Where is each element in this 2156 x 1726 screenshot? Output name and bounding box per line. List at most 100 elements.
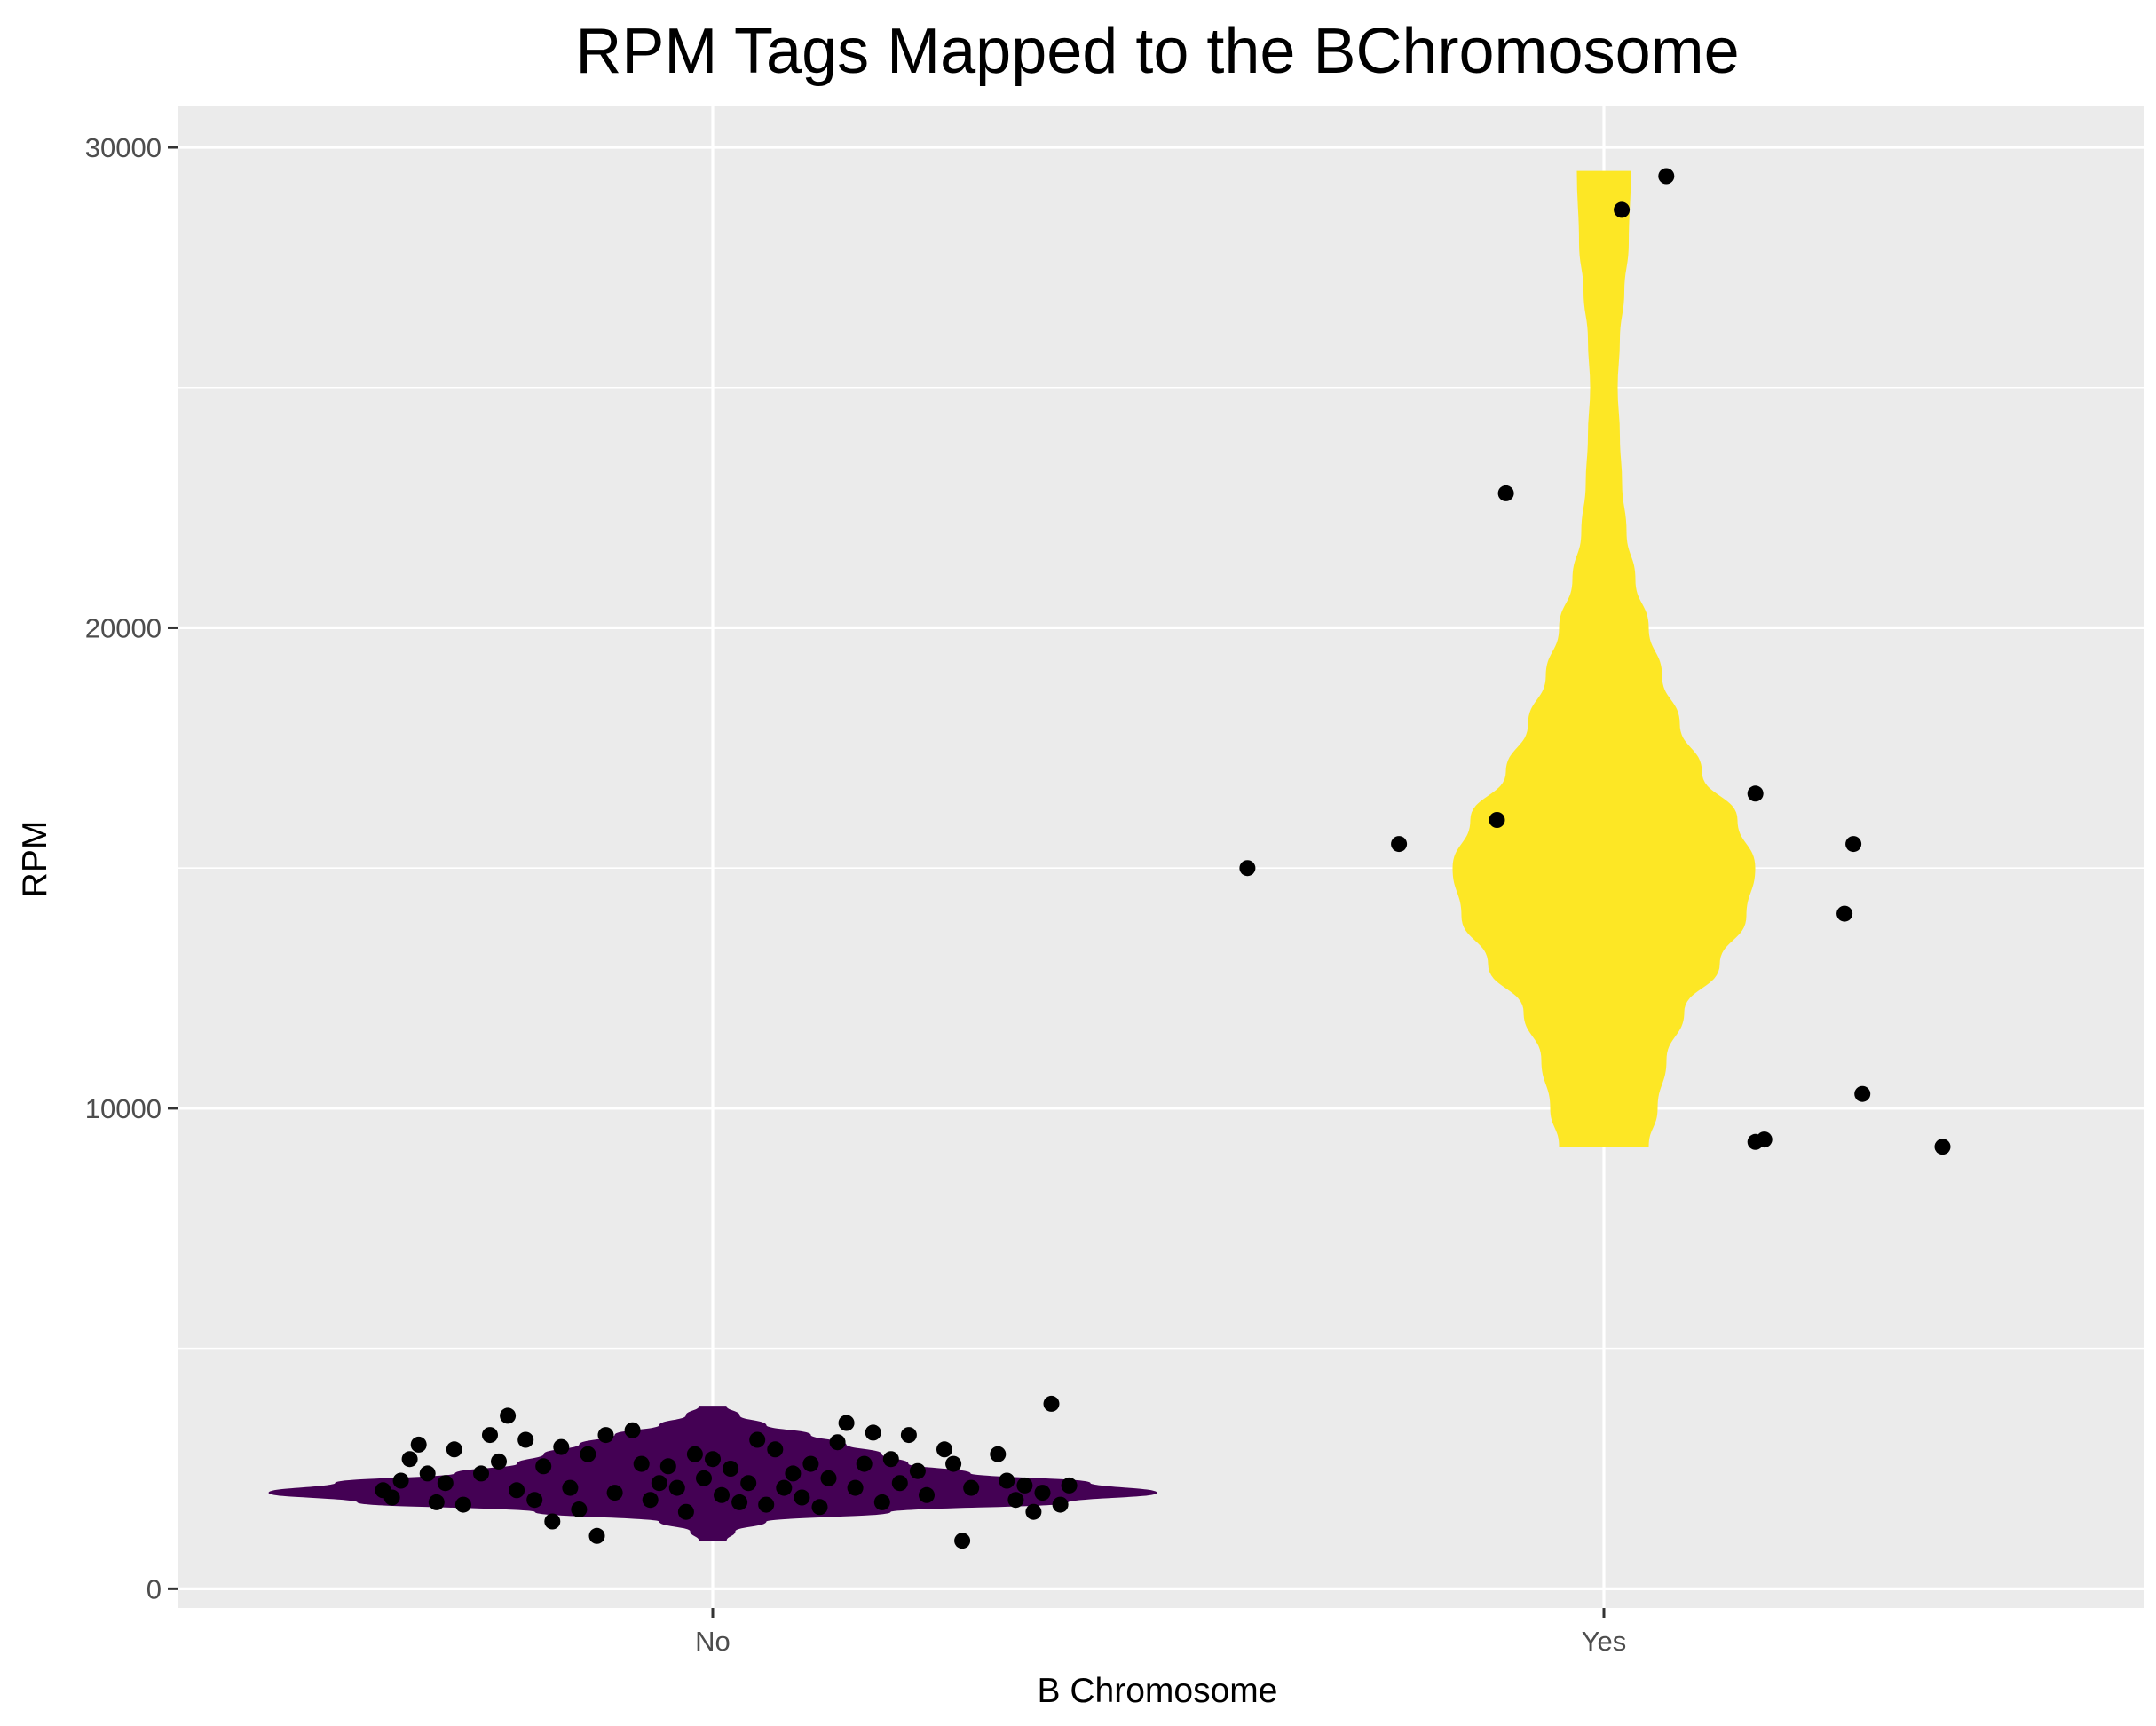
data-point [597, 1427, 614, 1444]
data-point [473, 1465, 489, 1482]
data-point [963, 1479, 980, 1496]
data-point [990, 1446, 1007, 1462]
violin-yes [1452, 170, 1756, 1147]
data-point [865, 1424, 881, 1441]
data-point [535, 1458, 552, 1475]
data-point [696, 1470, 712, 1486]
data-point [1756, 1131, 1773, 1148]
data-point [392, 1472, 409, 1489]
data-point [1934, 1139, 1951, 1155]
data-point [1658, 168, 1675, 185]
data-point [1239, 860, 1256, 877]
data-point [873, 1494, 890, 1510]
data-point [856, 1455, 873, 1472]
data-point [767, 1441, 784, 1458]
data-point [749, 1431, 766, 1448]
data-point [714, 1486, 730, 1503]
data-point [383, 1489, 400, 1506]
data-point [659, 1458, 676, 1475]
data-point [686, 1446, 703, 1462]
x-axis: No Yes [695, 1608, 1626, 1657]
data-point [482, 1427, 498, 1444]
data-point [580, 1446, 596, 1462]
data-point [829, 1434, 846, 1451]
data-point [1052, 1496, 1069, 1513]
data-point [410, 1436, 427, 1453]
jitter-points [375, 168, 1951, 1549]
data-point [428, 1494, 445, 1510]
violin-no [268, 1406, 1157, 1541]
data-point [776, 1479, 793, 1496]
data-point [606, 1485, 623, 1501]
data-point [891, 1475, 908, 1492]
data-point [491, 1453, 507, 1470]
x-tick-label: No [695, 1626, 731, 1657]
plot-panel [178, 106, 2144, 1608]
data-point [1845, 836, 1862, 853]
y-tick-label: 10000 [85, 1093, 162, 1124]
data-point [999, 1472, 1015, 1489]
data-point [723, 1461, 739, 1477]
data-point [588, 1527, 605, 1544]
data-point [419, 1465, 436, 1482]
data-point [909, 1462, 926, 1479]
data-point [936, 1441, 952, 1458]
data-point [401, 1451, 418, 1468]
data-point [802, 1455, 819, 1472]
data-point [1016, 1477, 1033, 1494]
data-point [562, 1479, 579, 1496]
data-point [624, 1422, 641, 1438]
data-point [633, 1455, 650, 1472]
data-point [509, 1482, 525, 1499]
y-tick-label: 20000 [85, 612, 162, 643]
data-point [740, 1475, 757, 1492]
data-point [794, 1489, 810, 1506]
data-point [847, 1479, 864, 1496]
data-point [446, 1441, 462, 1458]
data-point [437, 1475, 454, 1492]
data-point [517, 1431, 534, 1448]
data-point [811, 1499, 828, 1516]
data-point [919, 1486, 935, 1503]
data-point [731, 1494, 748, 1510]
data-point [1007, 1492, 1024, 1509]
data-point [1391, 836, 1408, 853]
y-tick-label: 30000 [85, 132, 162, 163]
data-point [1043, 1395, 1060, 1412]
data-point [900, 1427, 917, 1444]
data-point [705, 1451, 721, 1468]
minor-gridlines [178, 386, 2144, 1350]
data-point [1061, 1477, 1078, 1494]
data-point [677, 1503, 694, 1520]
data-point [1854, 1085, 1871, 1102]
data-point [454, 1496, 471, 1513]
data-point [954, 1533, 971, 1549]
data-point [553, 1438, 570, 1455]
data-point [1489, 812, 1505, 828]
data-point [758, 1496, 775, 1513]
data-point [642, 1492, 659, 1509]
violins [268, 170, 1756, 1541]
data-point [838, 1415, 855, 1431]
data-point [945, 1455, 962, 1472]
data-point [785, 1465, 802, 1482]
data-point [651, 1475, 667, 1492]
data-point [544, 1513, 561, 1530]
data-point [1614, 201, 1631, 218]
y-axis: 0 10000 20000 30000 [85, 132, 178, 1604]
x-tick-label: Yes [1582, 1626, 1627, 1657]
x-axis-title: B Chromosome [1038, 1672, 1278, 1710]
y-axis-title: RPM [16, 821, 54, 898]
data-point [820, 1470, 837, 1486]
data-point [1034, 1485, 1051, 1501]
data-point [526, 1492, 543, 1509]
data-point [1025, 1503, 1042, 1520]
y-tick-label: 0 [146, 1573, 162, 1604]
data-point [882, 1451, 899, 1468]
data-point [1497, 485, 1514, 501]
data-point [1836, 905, 1853, 922]
data-point [1747, 785, 1764, 802]
data-point [500, 1407, 517, 1424]
data-point [668, 1479, 685, 1496]
